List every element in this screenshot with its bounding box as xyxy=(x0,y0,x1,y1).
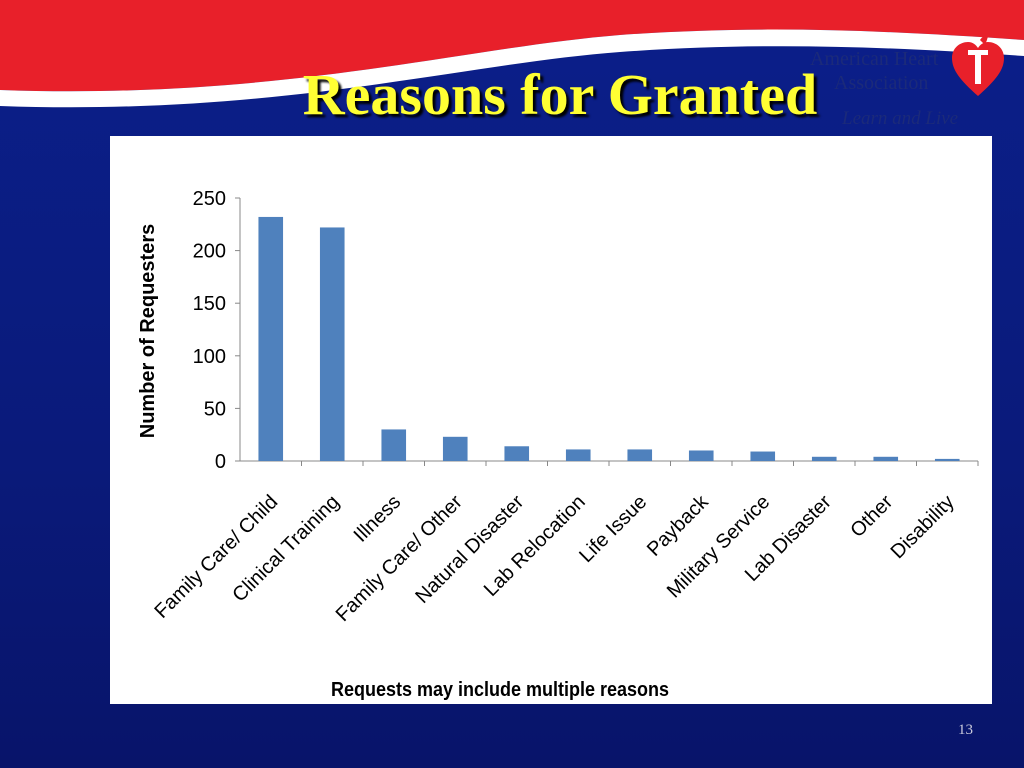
aha-logo: American Heart Association Learn and Liv… xyxy=(810,34,1020,138)
bar xyxy=(934,458,960,461)
y-tick-label: 200 xyxy=(193,241,226,263)
bar xyxy=(381,429,407,461)
bar xyxy=(873,456,899,461)
bar xyxy=(565,449,591,461)
bar xyxy=(811,456,837,461)
bar xyxy=(688,450,714,461)
chart-panel: 0 50 100 150 200 250 Family Care/ Child Clinic… xyxy=(110,136,992,704)
chart-note: Requests may include multiple reasons xyxy=(330,679,670,701)
bar xyxy=(442,436,468,461)
x-tick-label: Life Issue xyxy=(575,491,651,567)
bar xyxy=(258,216,284,461)
logo-tagline: Learn and Live xyxy=(842,108,959,129)
bar xyxy=(627,449,653,461)
logo-line-2: Association xyxy=(834,72,929,94)
y-tick-label: 0 xyxy=(215,451,226,473)
x-tick-label: Other xyxy=(846,491,897,542)
page-number: 13 xyxy=(958,722,973,738)
x-tick-label: Clinical Training xyxy=(228,491,343,606)
y-tick-label: 250 xyxy=(193,188,226,210)
bar xyxy=(319,227,345,461)
bar xyxy=(504,446,530,461)
x-tick-label: Disability xyxy=(887,491,959,563)
y-axis-label: Number of Requesters xyxy=(137,224,159,439)
top-red-band xyxy=(0,0,1024,108)
logo-line-1: American Heart xyxy=(810,48,939,70)
y-tick-label: 100 xyxy=(193,346,226,368)
y-tick-label: 50 xyxy=(204,398,226,420)
y-tick-label: 150 xyxy=(193,293,226,315)
heart-torch-icon xyxy=(952,34,1004,96)
bar xyxy=(750,451,776,461)
x-tick-label: Natural Disaster xyxy=(411,491,528,608)
x-tick-label: Illness xyxy=(350,491,406,547)
